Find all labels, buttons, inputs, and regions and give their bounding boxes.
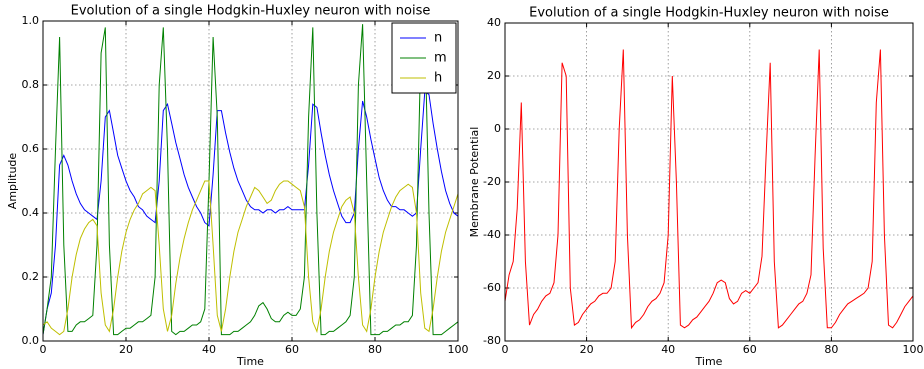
x-tick-label: 0 bbox=[502, 343, 509, 356]
y-tick-label: -20 bbox=[483, 175, 501, 188]
data-line bbox=[42, 90, 459, 335]
y-axis-label: Membrane Potential bbox=[468, 127, 481, 238]
y-tick-label: 0.2 bbox=[22, 270, 40, 283]
y-tick-label: 0.6 bbox=[22, 142, 40, 155]
data-line bbox=[42, 180, 459, 336]
data-line bbox=[42, 24, 459, 336]
x-axis-label: Time bbox=[236, 355, 264, 368]
y-tick-label: -60 bbox=[483, 281, 501, 294]
plot-frame bbox=[42, 20, 459, 342]
y-tick-label: 0.0 bbox=[22, 334, 40, 347]
x-tick-label: 60 bbox=[743, 343, 757, 356]
y-tick-label: -40 bbox=[483, 228, 501, 241]
chart-title: Evolution of a single Hodgkin-Huxley neu… bbox=[71, 4, 431, 19]
y-tick-label: -80 bbox=[483, 334, 501, 347]
y-tick-label: 0 bbox=[494, 122, 501, 135]
x-tick-label: 80 bbox=[824, 343, 838, 356]
x-axis-label: Time bbox=[695, 355, 723, 368]
legend-label: m bbox=[434, 51, 447, 66]
chart-title: Evolution of a single Hodgkin-Huxley neu… bbox=[529, 6, 889, 21]
x-tick-label: 40 bbox=[202, 343, 216, 356]
x-tick-label: 0 bbox=[40, 343, 47, 356]
x-tick-label: 20 bbox=[119, 343, 133, 356]
legend-label: n bbox=[434, 31, 442, 46]
legend-label: h bbox=[434, 71, 442, 86]
y-axis-label: Amplitude bbox=[6, 153, 19, 210]
x-tick-label: 20 bbox=[580, 343, 594, 356]
x-tick-label: 100 bbox=[903, 343, 924, 356]
x-tick-label: 40 bbox=[661, 343, 675, 356]
plot-area bbox=[43, 21, 458, 341]
x-tick-label: 100 bbox=[448, 343, 469, 356]
y-tick-label: 20 bbox=[487, 69, 501, 82]
plot-frame bbox=[504, 22, 914, 342]
y-tick-label: 40 bbox=[487, 16, 501, 29]
data-line bbox=[504, 49, 914, 330]
y-tick-label: 0.8 bbox=[22, 78, 40, 91]
y-tick-label: 0.4 bbox=[22, 206, 40, 219]
x-tick-label: 60 bbox=[285, 343, 299, 356]
y-tick-label: 1.0 bbox=[22, 14, 40, 27]
x-tick-label: 80 bbox=[368, 343, 382, 356]
